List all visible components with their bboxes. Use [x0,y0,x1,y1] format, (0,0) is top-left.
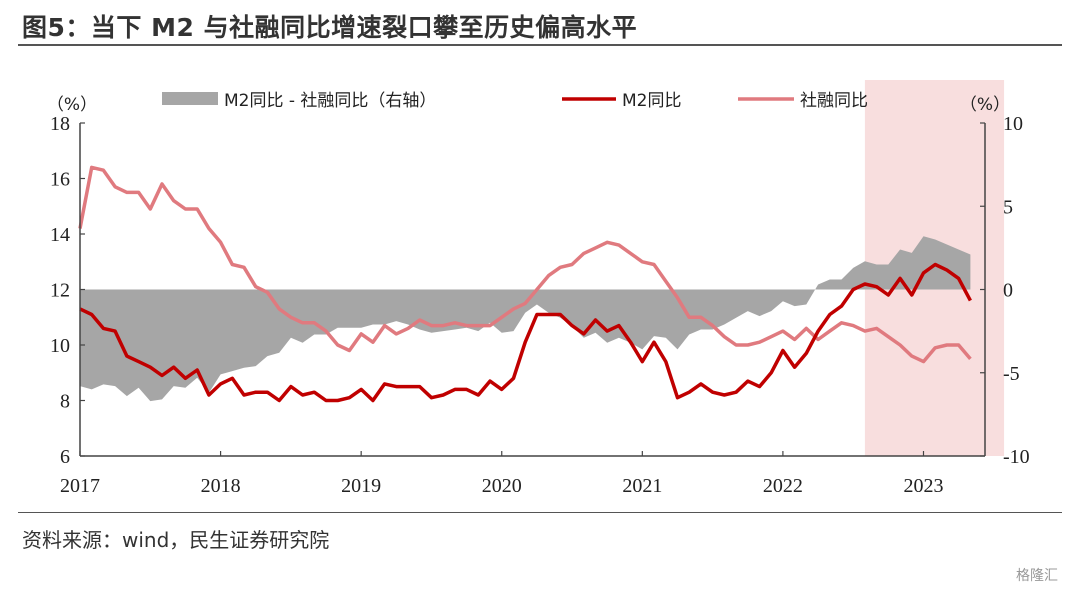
right-tick-label: 0 [1003,280,1013,302]
m2-yoy-line [79,262,972,403]
right-tick-label: -5 [1003,363,1020,385]
x-tick-label: 2017 [60,475,100,497]
gap-area [80,236,971,402]
footer-divider [18,512,1062,513]
legend-label-m2: M2同比 [622,91,681,111]
title-divider [18,44,1062,46]
x-tick-label: 2022 [763,475,803,497]
x-tick-label: 2021 [622,475,662,497]
left-tick-label: 16 [50,169,70,191]
x-tick-label: 2023 [903,475,943,497]
tsf-yoy-line [78,165,972,364]
x-tick-label: 2018 [201,475,241,497]
left-tick-label: 10 [50,335,70,357]
watermark: 格隆汇 [1016,568,1058,584]
chart-title: 图5：当下 M2 与社融同比增速裂口攀至历史偏高水平 [22,13,638,42]
left-tick-label: 18 [50,113,70,135]
legend-swatch-gap [162,92,218,105]
x-tick-label: 2020 [482,475,522,497]
right-tick-label: 10 [1003,113,1023,135]
left-tick-label: 14 [50,224,70,246]
legend-label-gap: M2同比 - 社融同比（右轴） [224,91,436,111]
legend-label-tsf: 社融同比 [800,91,868,111]
source-note: 资料来源：wind，民生证券研究院 [22,528,330,552]
x-tick-label: 2019 [341,475,381,497]
right-tick-label: 5 [1003,196,1013,218]
right-axis-unit: （%） [960,95,1010,115]
left-axis-unit: （%） [47,95,97,115]
right-tick-label: -10 [1003,446,1030,468]
left-tick-label: 6 [60,446,70,468]
left-tick-label: 12 [50,280,70,302]
left-tick-label: 8 [60,391,70,413]
